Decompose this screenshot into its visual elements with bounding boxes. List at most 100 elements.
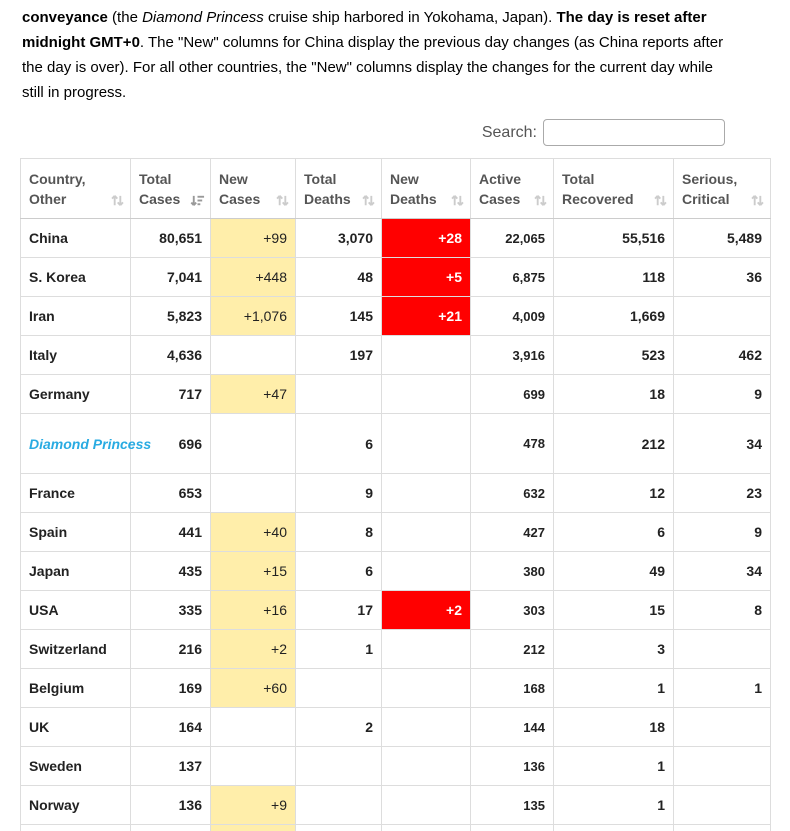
cell-new_cases: +16	[210, 590, 296, 630]
column-header-total_cases[interactable]: Total Cases	[130, 158, 211, 219]
cell-total_cases: 335	[130, 590, 211, 630]
column-header-total_deaths[interactable]: Total Deaths	[295, 158, 382, 219]
cell-new_cases	[210, 824, 296, 831]
table-row: Japan 435 +15 6 380 49 34	[20, 551, 771, 591]
cell-country: Switzerland	[20, 629, 131, 669]
intro-segment: . The "New" columns for China display th…	[22, 34, 724, 101]
cell-country	[20, 824, 131, 831]
column-header-country[interactable]: Country, Other	[20, 158, 131, 219]
cell-total_cases: 216	[130, 629, 211, 669]
sort-descending-icon	[190, 193, 205, 208]
intro-segment: (the	[107, 9, 143, 26]
cell-total_deaths: 145	[295, 296, 382, 336]
cell-country: Diamond Princess	[20, 413, 151, 474]
cell-new_deaths: +21	[381, 296, 471, 336]
cell-total_deaths	[295, 668, 382, 708]
cell-total_recovered: 212	[553, 413, 674, 474]
table-row: Diamond Princess 696 6 478 212 34	[20, 413, 771, 474]
column-header-new_deaths[interactable]: New Deaths	[381, 158, 471, 219]
cell-total_recovered: 1	[553, 746, 674, 786]
table-row: China 80,651 +99 3,070 +28 22,065 55,516 5,489	[20, 218, 771, 258]
cell-total_recovered: 15	[553, 590, 674, 630]
search-label: Search:	[481, 123, 537, 141]
cell-country: Norway	[20, 785, 131, 825]
cell-total_deaths: 3,070	[295, 218, 382, 258]
column-header-label: Total Recovered	[562, 171, 634, 207]
cell-total_deaths: 8	[295, 512, 382, 552]
cell-country: Iran	[20, 296, 131, 336]
cell-total_cases	[130, 824, 211, 831]
cell-total_deaths	[295, 824, 382, 831]
cell-serious_critical	[673, 707, 771, 747]
table-row-partial	[20, 824, 771, 831]
cell-new_cases	[210, 473, 296, 513]
cell-active_cases: 212	[470, 629, 554, 669]
cell-new_cases: +40	[210, 512, 296, 552]
cell-total_deaths: 6	[295, 551, 382, 591]
cell-total_recovered: 1	[553, 668, 674, 708]
cell-total_deaths	[295, 374, 382, 414]
cell-active_cases: 632	[470, 473, 554, 513]
cell-active_cases: 303	[470, 590, 554, 630]
cell-new_deaths	[381, 668, 471, 708]
cell-serious_critical: 9	[673, 374, 771, 414]
cell-total_cases: 169	[130, 668, 211, 708]
cell-new_cases	[210, 413, 296, 474]
cell-new_cases	[210, 707, 296, 747]
intro-segment: cruise ship harbored in Yokohama, Japan)…	[263, 9, 557, 26]
covid-stats-table: Country, Other Total Cases New Cases Total Deat…	[20, 158, 771, 831]
table-row: Iran 5,823 +1,076 145 +21 4,009 1,669	[20, 296, 771, 336]
cell-total_cases: 653	[130, 473, 211, 513]
cell-new_deaths	[381, 512, 471, 552]
table-row: Sweden 137 136 1	[20, 746, 771, 786]
cell-active_cases: 135	[470, 785, 554, 825]
cell-country: Japan	[20, 551, 131, 591]
table-row: Belgium 169 +60 168 1 1	[20, 668, 771, 708]
column-header-serious_critical[interactable]: Serious, Critical	[673, 158, 771, 219]
cell-total_cases: 4,636	[130, 335, 211, 375]
cell-country: China	[20, 218, 131, 258]
table-body: China 80,651 +99 3,070 +28 22,065 55,516 5,489 S…	[20, 218, 771, 831]
cell-active_cases: 4,009	[470, 296, 554, 336]
cell-total_deaths: 2	[295, 707, 382, 747]
cell-country: Italy	[20, 335, 131, 375]
cell-total_recovered: 1	[553, 785, 674, 825]
cell-serious_critical: 5,489	[673, 218, 771, 258]
column-header-new_cases[interactable]: New Cases	[210, 158, 296, 219]
cell-total_cases: 696	[130, 413, 211, 474]
search-input[interactable]	[543, 119, 725, 146]
cell-active_cases: 3,916	[470, 335, 554, 375]
cell-active_cases: 427	[470, 512, 554, 552]
cell-new_deaths	[381, 473, 471, 513]
cell-new_deaths	[381, 335, 471, 375]
cell-active_cases: 136	[470, 746, 554, 786]
table-row: Germany 717 +47 699 18 9	[20, 374, 771, 414]
cell-country: Germany	[20, 374, 131, 414]
cell-new_deaths	[381, 374, 471, 414]
cell-new_cases	[210, 746, 296, 786]
sort-both-icon	[450, 193, 465, 208]
cell-serious_critical	[673, 785, 771, 825]
cell-new_deaths	[381, 746, 471, 786]
cell-total_recovered: 118	[553, 257, 674, 297]
column-header-total_recovered[interactable]: Total Recovered	[553, 158, 674, 219]
cell-total_deaths	[295, 785, 382, 825]
country-link[interactable]: Diamond Princess	[29, 435, 152, 452]
cell-total_recovered: 12	[553, 473, 674, 513]
sort-both-icon	[653, 193, 668, 208]
cell-new_deaths	[381, 413, 471, 474]
cell-serious_critical	[673, 746, 771, 786]
intro-segment: conveyance	[22, 9, 108, 26]
cell-new_deaths: +2	[381, 590, 471, 630]
table-row: UK 164 2 144 18	[20, 707, 771, 747]
cell-country: Sweden	[20, 746, 131, 786]
cell-serious_critical	[673, 296, 771, 336]
cell-total_cases: 5,823	[130, 296, 211, 336]
column-header-active_cases[interactable]: Active Cases	[470, 158, 554, 219]
sort-both-icon	[110, 193, 125, 208]
cell-new_deaths: +5	[381, 257, 471, 297]
cell-new_cases: +47	[210, 374, 296, 414]
cell-serious_critical: 8	[673, 590, 771, 630]
table-row: Spain 441 +40 8 427 6 9	[20, 512, 771, 552]
cell-serious_critical: 36	[673, 257, 771, 297]
